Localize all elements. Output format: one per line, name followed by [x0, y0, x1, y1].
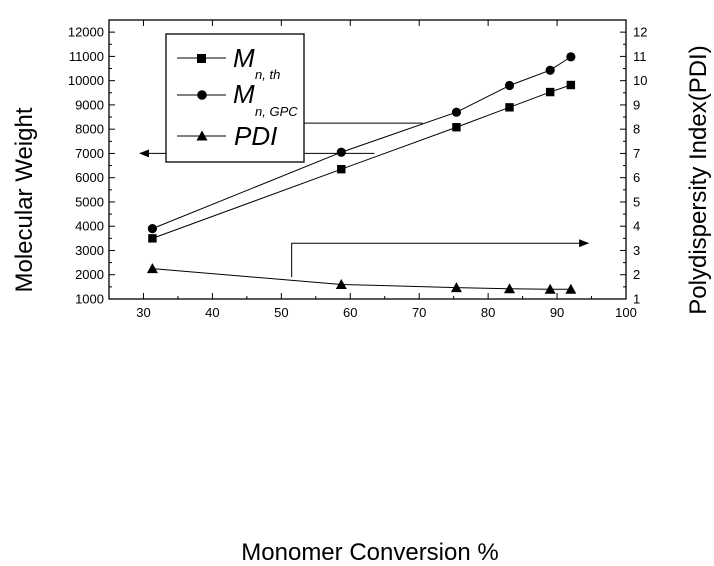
data-point-triangle — [565, 283, 577, 294]
data-point-circle — [545, 65, 555, 75]
data-point-square — [566, 80, 576, 90]
legend-triangle-marker — [196, 130, 208, 141]
y-tick-label: 2000 — [75, 267, 104, 282]
data-point-circle — [336, 147, 346, 157]
legend-item-mn-th: M n, th — [177, 43, 280, 82]
x-tick-label: 70 — [412, 305, 426, 320]
y-axis-ticks: 1000 2000 3000 4000 5000 6000 7000 8000 9000 1000… — [68, 25, 115, 307]
legend-square-marker — [197, 54, 206, 63]
legend-label: M — [233, 43, 255, 73]
x-tick-label: 40 — [205, 305, 219, 320]
y-tick-label: 3000 — [75, 243, 104, 258]
y2-tick-label: 4 — [633, 219, 640, 234]
y2-tick-label: 9 — [633, 97, 640, 112]
x-axis-ticks: 30 40 50 60 70 80 90 100 — [108, 20, 637, 320]
legend-box — [165, 33, 305, 163]
y-tick-label: 10000 — [68, 73, 104, 88]
annotation-bracket-arrow — [291, 239, 590, 278]
y-tick-label: 8000 — [75, 122, 104, 137]
y2-tick-label: 6 — [633, 170, 640, 185]
x-tick-label: 30 — [136, 305, 150, 320]
legend-label: M — [233, 79, 255, 109]
data-point-circle — [451, 107, 462, 117]
y-tick-label: 5000 — [75, 194, 104, 209]
y-tick-label: 12000 — [68, 25, 104, 40]
x-tick-label: 90 — [550, 305, 564, 320]
data-point-square — [505, 103, 514, 112]
y2-tick-label: 2 — [633, 267, 640, 282]
legend: M n, th M n, GPC PDI — [165, 33, 305, 163]
data-point-triangle — [504, 283, 516, 294]
y-tick-label: 11000 — [69, 49, 104, 64]
data-point-square — [148, 234, 157, 243]
y2-tick-label: 8 — [633, 122, 640, 137]
legend-item-mn-gpc: M n, GPC — [177, 79, 298, 119]
data-point-circle — [147, 224, 158, 234]
y2-tick-label: 7 — [633, 146, 640, 161]
data-point-triangle — [335, 278, 347, 289]
data-point-triangle — [544, 283, 556, 294]
legend-label: PDI — [234, 121, 277, 151]
series-layer — [146, 52, 577, 294]
y-tick-label: 7000 — [75, 146, 104, 161]
plot-frame — [108, 19, 627, 300]
data-point-square — [452, 123, 461, 132]
data-point-triangle — [146, 263, 158, 274]
data-point-square — [337, 165, 346, 174]
data-point-triangle — [450, 282, 462, 293]
series-line-triangle — [152, 268, 571, 290]
y2-tick-label: 11 — [633, 49, 647, 64]
x-tick-label: 80 — [481, 305, 495, 320]
data-point-circle — [566, 52, 576, 62]
y2-axis-title: Polydispersity Index(PDI) — [685, 45, 712, 314]
data-point-circle — [504, 80, 515, 91]
legend-subscript: n, GPC — [255, 104, 298, 119]
legend-circle-marker — [197, 90, 207, 100]
y-tick-label: 1000 — [75, 292, 104, 307]
y-tick-label: 9000 — [75, 97, 104, 112]
x-tick-label: 100 — [615, 305, 637, 320]
x-tick-label: 60 — [343, 305, 357, 320]
legend-subscript: n, th — [255, 67, 280, 82]
data-point-square — [545, 87, 555, 97]
y2-tick-label: 12 — [633, 25, 647, 40]
legend-item-pdi: PDI — [177, 121, 277, 151]
y2-tick-label: 5 — [633, 194, 640, 209]
x-tick-label: 50 — [274, 305, 288, 320]
y-tick-label: 4000 — [75, 219, 104, 234]
y2-tick-label: 10 — [633, 73, 647, 88]
y-tick-label: 6000 — [75, 170, 104, 185]
y-axis-title: Molecular Weight — [11, 107, 38, 292]
y2-tick-label: 1 — [633, 292, 640, 307]
x-axis-title: Monomer Conversion % — [241, 539, 498, 566]
y2-tick-label: 3 — [633, 243, 640, 258]
